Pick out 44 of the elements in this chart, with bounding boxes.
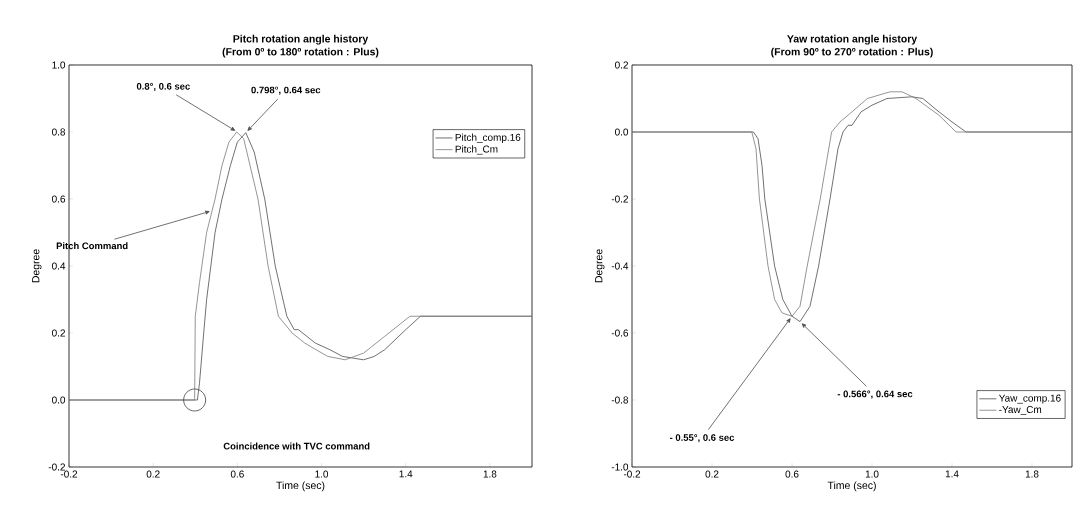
x-tick-label: 1.4 (399, 470, 413, 478)
y-tick-label: 0.4 (52, 262, 66, 270)
chart-title: Yaw rotation angle history (787, 34, 918, 45)
legend-label: Pitch_Cm (455, 145, 498, 155)
y-tick-label: -0.8 (611, 396, 629, 404)
x-tick-label: 1.8 (1025, 470, 1039, 478)
y-axis-title: Degree (595, 249, 605, 283)
x-tick-label: -0.2 (60, 470, 78, 478)
chart-subtitle: (From 0º to 180º rotation : Plus) (222, 47, 379, 58)
x-tick-label: 0.6 (230, 470, 244, 478)
x-tick-label: 1.0 (865, 470, 879, 478)
x-tick-label: 1.8 (483, 470, 497, 478)
chart-title: Pitch rotation angle history (233, 34, 369, 45)
x-tick-label: 1.4 (945, 470, 959, 478)
annotation: - 0.566°, 0.64 sec (837, 390, 913, 399)
y-tick-label: 0.0 (615, 128, 629, 136)
y-tick-label: -1.0 (611, 463, 629, 471)
y-tick-label: 0.0 (52, 396, 66, 404)
annotation: - 0.55°, 0.6 sec (669, 434, 735, 443)
y-tick-label: -0.6 (611, 329, 629, 337)
y-tick-label: -0.4 (611, 262, 629, 270)
y-tick-label: 0.2 (52, 329, 65, 337)
x-axis-title: Time (sec) (827, 481, 876, 492)
annotation: Pitch Command (56, 242, 128, 250)
y-tick-label: -0.2 (48, 463, 65, 471)
x-tick-label: 0.2 (146, 470, 160, 478)
annotation: 0.8°, 0.6 sec (136, 82, 190, 92)
annotation: 0.798°, 0.64 sec (251, 86, 321, 95)
y-axis-title: Degree (32, 249, 42, 283)
x-axis-title: Time (sec) (276, 481, 325, 492)
y-tick-label: 0.8 (52, 128, 66, 136)
y-tick-label: 0.6 (52, 195, 66, 203)
y-tick-label: -0.2 (611, 195, 628, 203)
x-tick-label: 0.6 (785, 470, 799, 478)
y-tick-label: 1.0 (52, 61, 66, 69)
legend-label: Pitch_comp.16 (455, 133, 521, 143)
legend-label: -Yaw_Cm (999, 406, 1042, 415)
y-tick-label: 0.2 (615, 61, 628, 69)
annotation: Coincidence with TVC command (223, 442, 370, 450)
x-tick-label: -0.2 (623, 470, 641, 478)
x-tick-label: 0.2 (705, 470, 719, 478)
x-tick-label: 1.0 (315, 470, 329, 478)
legend-label: Yaw_comp.16 (998, 394, 1061, 404)
chart-subtitle: (From 90º to 270º rotation : Plus) (771, 47, 933, 58)
